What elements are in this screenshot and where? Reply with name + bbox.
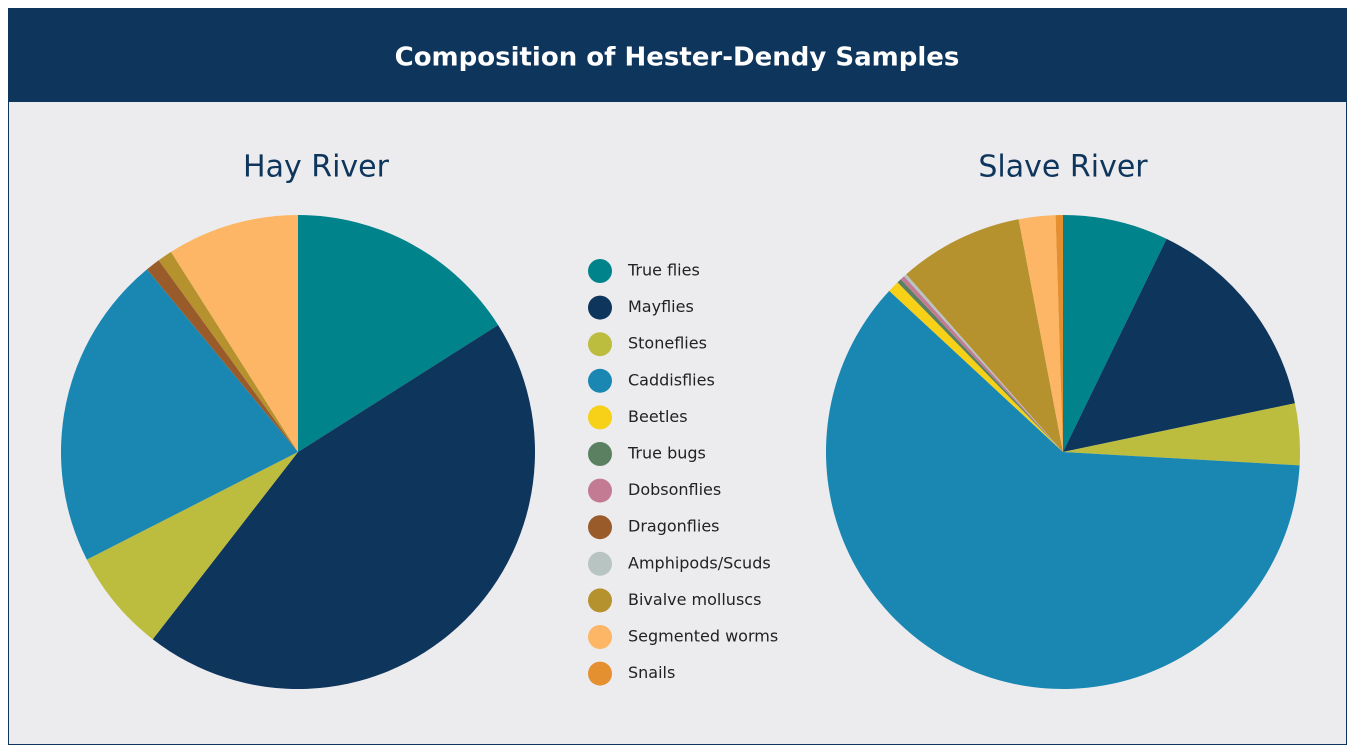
legend-label: Segmented worms bbox=[628, 627, 778, 646]
pie-slice bbox=[825, 290, 1300, 689]
page-title: Composition of Hester-Dendy Samples bbox=[395, 43, 960, 73]
header bbox=[8, 8, 1347, 102]
legend-label: Beetles bbox=[628, 407, 688, 426]
legend-swatch bbox=[588, 259, 612, 283]
legend-label: Amphipods/Scuds bbox=[628, 553, 771, 572]
legend-swatch bbox=[588, 405, 612, 430]
legend-label: True flies bbox=[627, 261, 700, 280]
pie-slice bbox=[152, 325, 535, 689]
pie-slice bbox=[146, 260, 298, 452]
legend-label: Mayflies bbox=[628, 297, 694, 316]
pie-slice bbox=[889, 282, 1063, 452]
pie-slice bbox=[61, 269, 299, 560]
legend-swatch bbox=[588, 368, 612, 393]
legend-label: Stoneflies bbox=[628, 334, 707, 353]
legend-swatch bbox=[588, 515, 612, 540]
legend-label: Snails bbox=[628, 663, 675, 682]
pie-slice bbox=[86, 452, 298, 640]
pie-slice bbox=[904, 274, 1063, 452]
legend-swatch bbox=[588, 661, 612, 686]
legend-swatch bbox=[588, 588, 612, 613]
pie-slice bbox=[171, 215, 298, 452]
legend-label: Bivalve molluscs bbox=[628, 590, 761, 609]
pie-slice bbox=[906, 219, 1063, 452]
legend-swatch bbox=[588, 478, 612, 503]
pie-slice bbox=[158, 251, 298, 452]
legend-swatch bbox=[588, 442, 612, 466]
chart-title: Slave River bbox=[978, 150, 1148, 185]
chart-title: Hay River bbox=[243, 150, 390, 185]
pie-slice bbox=[1018, 215, 1063, 452]
legend-swatch bbox=[588, 332, 612, 357]
pie-slice bbox=[1063, 403, 1301, 466]
legend-label: True bugs bbox=[627, 444, 706, 463]
legend-swatch bbox=[588, 295, 612, 320]
pie-slice bbox=[1063, 238, 1295, 452]
pie-slice bbox=[298, 215, 499, 452]
legend-swatch bbox=[588, 625, 612, 649]
legend-label: Dragonflies bbox=[628, 517, 720, 536]
pie-slice bbox=[900, 276, 1063, 452]
legend-label: Dobsonflies bbox=[628, 480, 721, 499]
legend-label: Caddisflies bbox=[628, 370, 715, 389]
pie-slice bbox=[1063, 215, 1167, 452]
pie-slice bbox=[897, 279, 1063, 452]
legend-swatch bbox=[588, 551, 612, 576]
pie-slice bbox=[1055, 215, 1063, 452]
